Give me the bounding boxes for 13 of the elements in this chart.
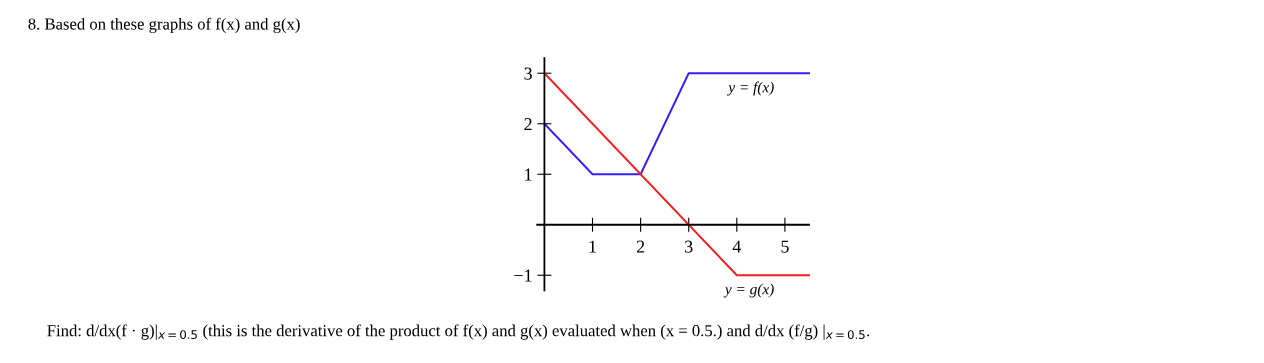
y-tick-label: 1 — [525, 168, 532, 181]
y-tick-label: −1 — [514, 269, 532, 282]
series-label: y = f(x) — [727, 81, 774, 96]
x-tick-label: 4 — [732, 240, 742, 253]
x-tick-label: 2 — [636, 240, 645, 253]
text: Find: d/dx(f · g)|$_{x=0.5}$ (this is the derivative of the product of f(x) and g(x) evaluated when (x = 0.5.) and d/dx (f/g) |$_{x=0.5}$. — [47, 324, 870, 340]
x-tick-label: 1 — [589, 240, 596, 253]
x-tick-label: 5 — [781, 240, 789, 253]
y-tick-label: 2 — [524, 118, 532, 130]
series-label: y = g(x) — [723, 283, 774, 298]
x-tick-label: 3 — [685, 240, 693, 253]
text: 8. Based on these graphs of f(x) and g(x) — [28, 17, 300, 34]
y-tick-label: 3 — [524, 67, 532, 80]
